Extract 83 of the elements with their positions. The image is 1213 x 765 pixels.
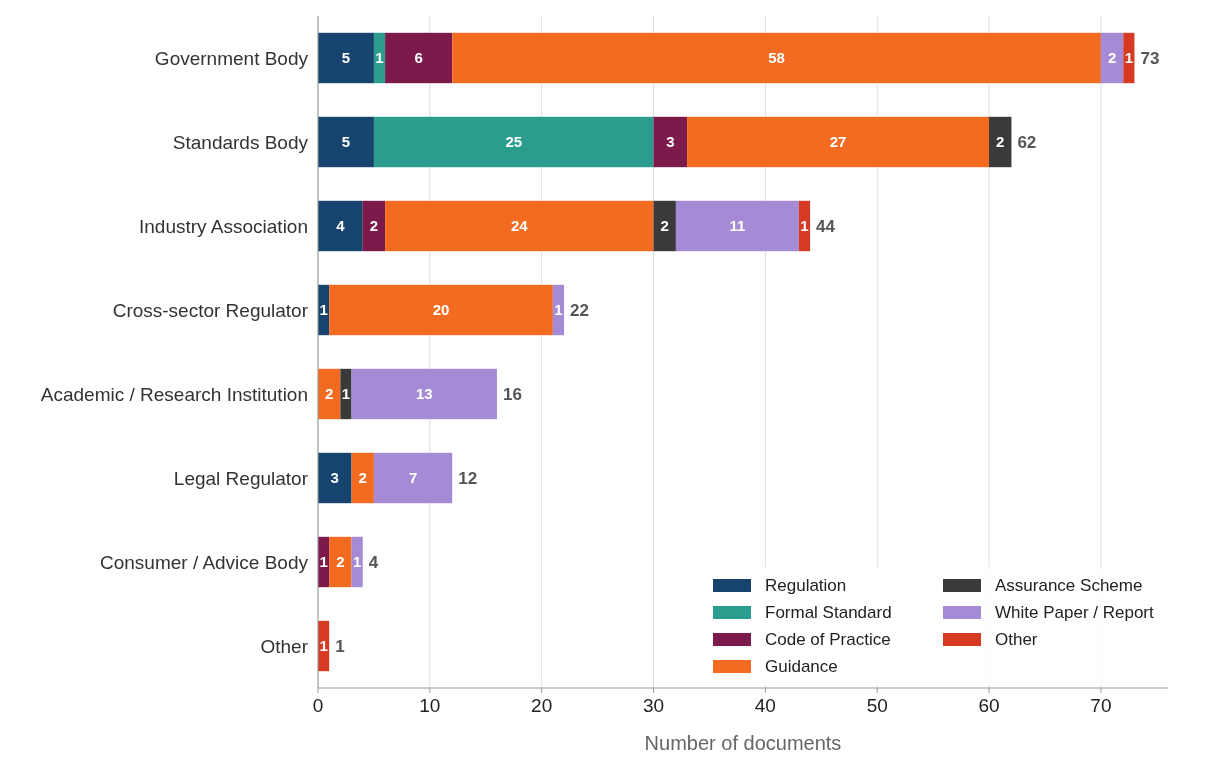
total-label: 12 bbox=[458, 468, 478, 488]
y-tick-label: Other bbox=[260, 635, 309, 657]
bar bbox=[373, 116, 654, 168]
y-tick-label: Government Body bbox=[154, 47, 309, 69]
data-label: 24 bbox=[510, 217, 529, 235]
bar bbox=[318, 116, 374, 168]
legend-label: Regulation bbox=[765, 575, 847, 595]
y-tick-label: Industry Association bbox=[139, 215, 308, 237]
x-tick-label: 60 bbox=[978, 695, 1000, 716]
bar bbox=[653, 116, 688, 168]
legend-label: Formal Standard bbox=[765, 602, 892, 622]
legend-label: Code of Practice bbox=[765, 629, 891, 649]
data-label: 7 bbox=[408, 469, 418, 487]
data-label: 2 bbox=[336, 553, 345, 571]
bar bbox=[373, 452, 453, 504]
data-label: 2 bbox=[660, 217, 669, 235]
total-label: 73 bbox=[1140, 48, 1160, 68]
data-label: 1 bbox=[319, 553, 328, 571]
bar bbox=[340, 368, 352, 420]
data-label: 2 bbox=[1107, 49, 1117, 67]
data-label: 2 bbox=[325, 385, 334, 403]
y-tick-label: Legal Regulator bbox=[173, 467, 309, 489]
data-label: 4 bbox=[336, 217, 346, 235]
data-label: 1 bbox=[319, 637, 328, 655]
y-tick-label: Standards Body bbox=[172, 131, 309, 153]
total-label: 62 bbox=[1017, 132, 1037, 152]
data-label: 1 bbox=[319, 301, 328, 319]
bar bbox=[385, 200, 654, 252]
data-label: 20 bbox=[432, 301, 450, 319]
bar bbox=[385, 32, 453, 84]
data-label: 11 bbox=[729, 217, 746, 235]
data-label: 3 bbox=[666, 133, 675, 151]
data-label: 13 bbox=[415, 385, 433, 403]
bar bbox=[1100, 32, 1124, 84]
data-label: 2 bbox=[996, 133, 1005, 151]
bar bbox=[362, 200, 386, 252]
data-label: 27 bbox=[829, 133, 847, 151]
data-label: 1 bbox=[800, 217, 809, 235]
data-label: 3 bbox=[330, 469, 339, 487]
y-tick-label: Consumer / Advice Body bbox=[99, 551, 309, 573]
bar bbox=[653, 200, 676, 252]
bar bbox=[452, 32, 1101, 84]
legend-label: Other bbox=[995, 629, 1038, 649]
total-label: 1 bbox=[335, 636, 345, 656]
x-tick-label: 0 bbox=[312, 695, 324, 716]
data-label: 6 bbox=[414, 49, 423, 67]
y-tick-label: Cross-sector Regulator bbox=[112, 299, 309, 321]
bar bbox=[318, 452, 352, 504]
x-tick-label: 30 bbox=[642, 695, 665, 716]
bar bbox=[329, 536, 352, 588]
data-label: 1 bbox=[554, 301, 563, 319]
data-label: 1 bbox=[1124, 49, 1134, 67]
data-label: 5 bbox=[341, 133, 351, 151]
legend-label: Assurance Scheme bbox=[995, 575, 1143, 595]
bar bbox=[318, 200, 363, 252]
bar bbox=[318, 32, 374, 84]
x-tick-label: 20 bbox=[531, 695, 553, 716]
data-label: 2 bbox=[369, 217, 379, 235]
data-label: 5 bbox=[341, 49, 351, 67]
data-label: 1 bbox=[341, 385, 351, 403]
total-label: 44 bbox=[816, 216, 836, 236]
x-axis-title: Number of documents bbox=[644, 732, 842, 754]
bar bbox=[329, 284, 553, 336]
data-label: 58 bbox=[768, 49, 785, 67]
y-tick-label: Academic / Research Institution bbox=[40, 383, 308, 405]
bar bbox=[989, 116, 1012, 168]
x-tick-label: 40 bbox=[754, 695, 776, 716]
data-label: 1 bbox=[352, 553, 362, 571]
data-label: 2 bbox=[358, 469, 367, 487]
bar bbox=[675, 200, 799, 252]
data-label: 1 bbox=[375, 49, 384, 67]
x-tick-label: 70 bbox=[1090, 695, 1112, 716]
bar bbox=[351, 452, 374, 504]
total-label: 16 bbox=[502, 384, 522, 404]
total-label: 22 bbox=[570, 300, 589, 320]
data-label: 25 bbox=[505, 133, 523, 151]
x-tick-label: 10 bbox=[419, 695, 441, 716]
total-label: 4 bbox=[368, 552, 379, 572]
bar bbox=[351, 368, 497, 420]
x-tick-label: 50 bbox=[866, 695, 888, 716]
legend-label: White Paper / Report bbox=[995, 602, 1155, 622]
bar bbox=[687, 116, 990, 168]
legend-label: Guidance bbox=[765, 656, 838, 676]
